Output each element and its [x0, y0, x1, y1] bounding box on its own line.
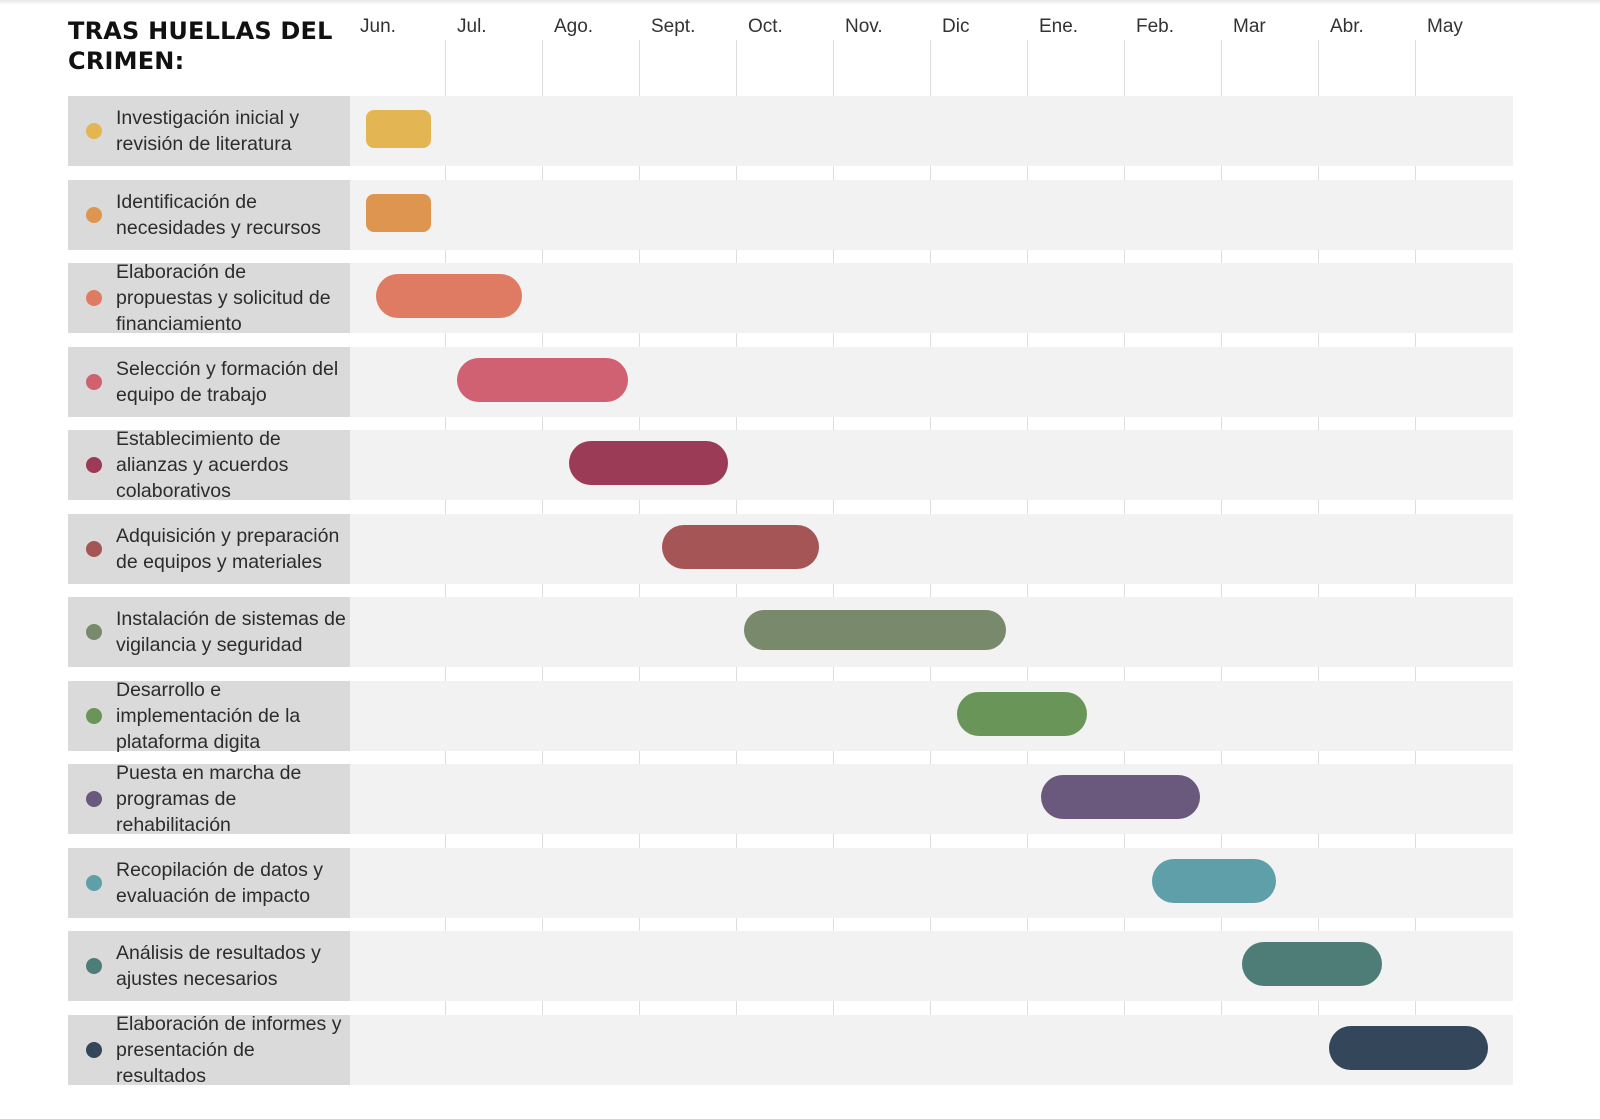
task-label-cell: Instalación de sistemas de vigilancia y … [68, 597, 350, 667]
task-bar [376, 274, 522, 318]
task-bar [456, 357, 629, 402]
month-label-11: May [1427, 16, 1463, 37]
task-label-cell: Establecimiento de alianzas y acuerdos c… [68, 428, 350, 502]
task-label: Investigación inicial y revisión de lite… [116, 107, 300, 155]
month-label-0: Jun. [360, 16, 396, 37]
task-bar [1152, 858, 1277, 903]
task-label-cell: Recopilación de datos y evaluación de im… [68, 847, 350, 918]
task-label: Elaboración de propuestas y solicitud de… [116, 261, 331, 335]
task-label-cell: Desarrollo e implementación de la plataf… [68, 679, 350, 753]
task-color-dot [86, 958, 102, 974]
task-label: Elaboración de informes y presentación d… [116, 1012, 342, 1087]
task-label: Análisis de resultados y ajustes necesar… [116, 942, 321, 990]
task-color-dot [86, 1041, 102, 1058]
task-color-dot [86, 457, 102, 473]
task-label-cell: Elaboración de informes y presentación d… [68, 1013, 350, 1087]
task-bar [366, 110, 431, 148]
task-color-dot [86, 206, 102, 223]
month-label-9: Mar [1233, 16, 1266, 37]
task-label: Instalación de sistemas de vigilancia y … [116, 608, 346, 656]
task-bar [569, 441, 729, 485]
task-bar [1328, 1025, 1488, 1070]
task-label: Identificación de necesidades y recursos [116, 190, 321, 239]
month-label-7: Ene. [1039, 16, 1079, 37]
month-label-8: Feb. [1136, 16, 1175, 37]
task-label-cell: Identificación de necesidades y recursos [68, 179, 350, 250]
month-label-5: Nov. [845, 16, 883, 37]
task-bar [366, 193, 431, 232]
task-label-cell: Análisis de resultados y ajustes necesar… [68, 931, 350, 1001]
task-label: Recopilación de datos y evaluación de im… [116, 858, 324, 907]
task-bar [1242, 942, 1383, 986]
month-label-6: Dic [942, 16, 970, 37]
month-label-3: Sept. [651, 16, 696, 37]
task-color-dot [86, 540, 102, 557]
task-color-dot [86, 874, 102, 891]
task-label: Puesta en marcha de programas de rehabil… [116, 762, 302, 836]
task-label: Adquisición y preparación de equipos y m… [116, 524, 340, 573]
task-label: Selección y formación del equipo de trab… [116, 357, 339, 406]
task-label-cell: Adquisición y preparación de equipos y m… [68, 513, 350, 584]
task-color-dot [86, 373, 102, 390]
task-bar [1040, 775, 1200, 819]
task-label: Establecimiento de alianzas y acuerdos c… [116, 428, 289, 502]
task-label-cell: Selección y formación del equipo de trab… [68, 346, 350, 417]
task-color-dot [86, 290, 102, 306]
chart-title: TRAS HUELLAS DEL CRIMEN: [68, 17, 333, 75]
task-color-dot [86, 707, 102, 724]
month-label-4: Oct. [748, 16, 783, 37]
task-bar [662, 524, 820, 569]
task-label-cell: Elaboración de propuestas y solicitud de… [68, 261, 350, 335]
task-label-cell: Investigación inicial y revisión de lite… [68, 96, 350, 166]
task-color-dot [86, 791, 102, 807]
task-label: Desarrollo e implementación de la plataf… [116, 678, 301, 753]
task-label-cell: Puesta en marcha de programas de rehabil… [68, 762, 350, 836]
task-bar [957, 691, 1088, 736]
month-label-1: Jul. [457, 16, 487, 37]
task-color-dot [86, 624, 102, 640]
month-label-2: Ago. [554, 16, 594, 37]
task-color-dot [86, 123, 102, 139]
task-bar [743, 610, 1006, 650]
top-edge-shadow [0, 0, 1600, 5]
month-label-10: Abr. [1330, 16, 1364, 37]
